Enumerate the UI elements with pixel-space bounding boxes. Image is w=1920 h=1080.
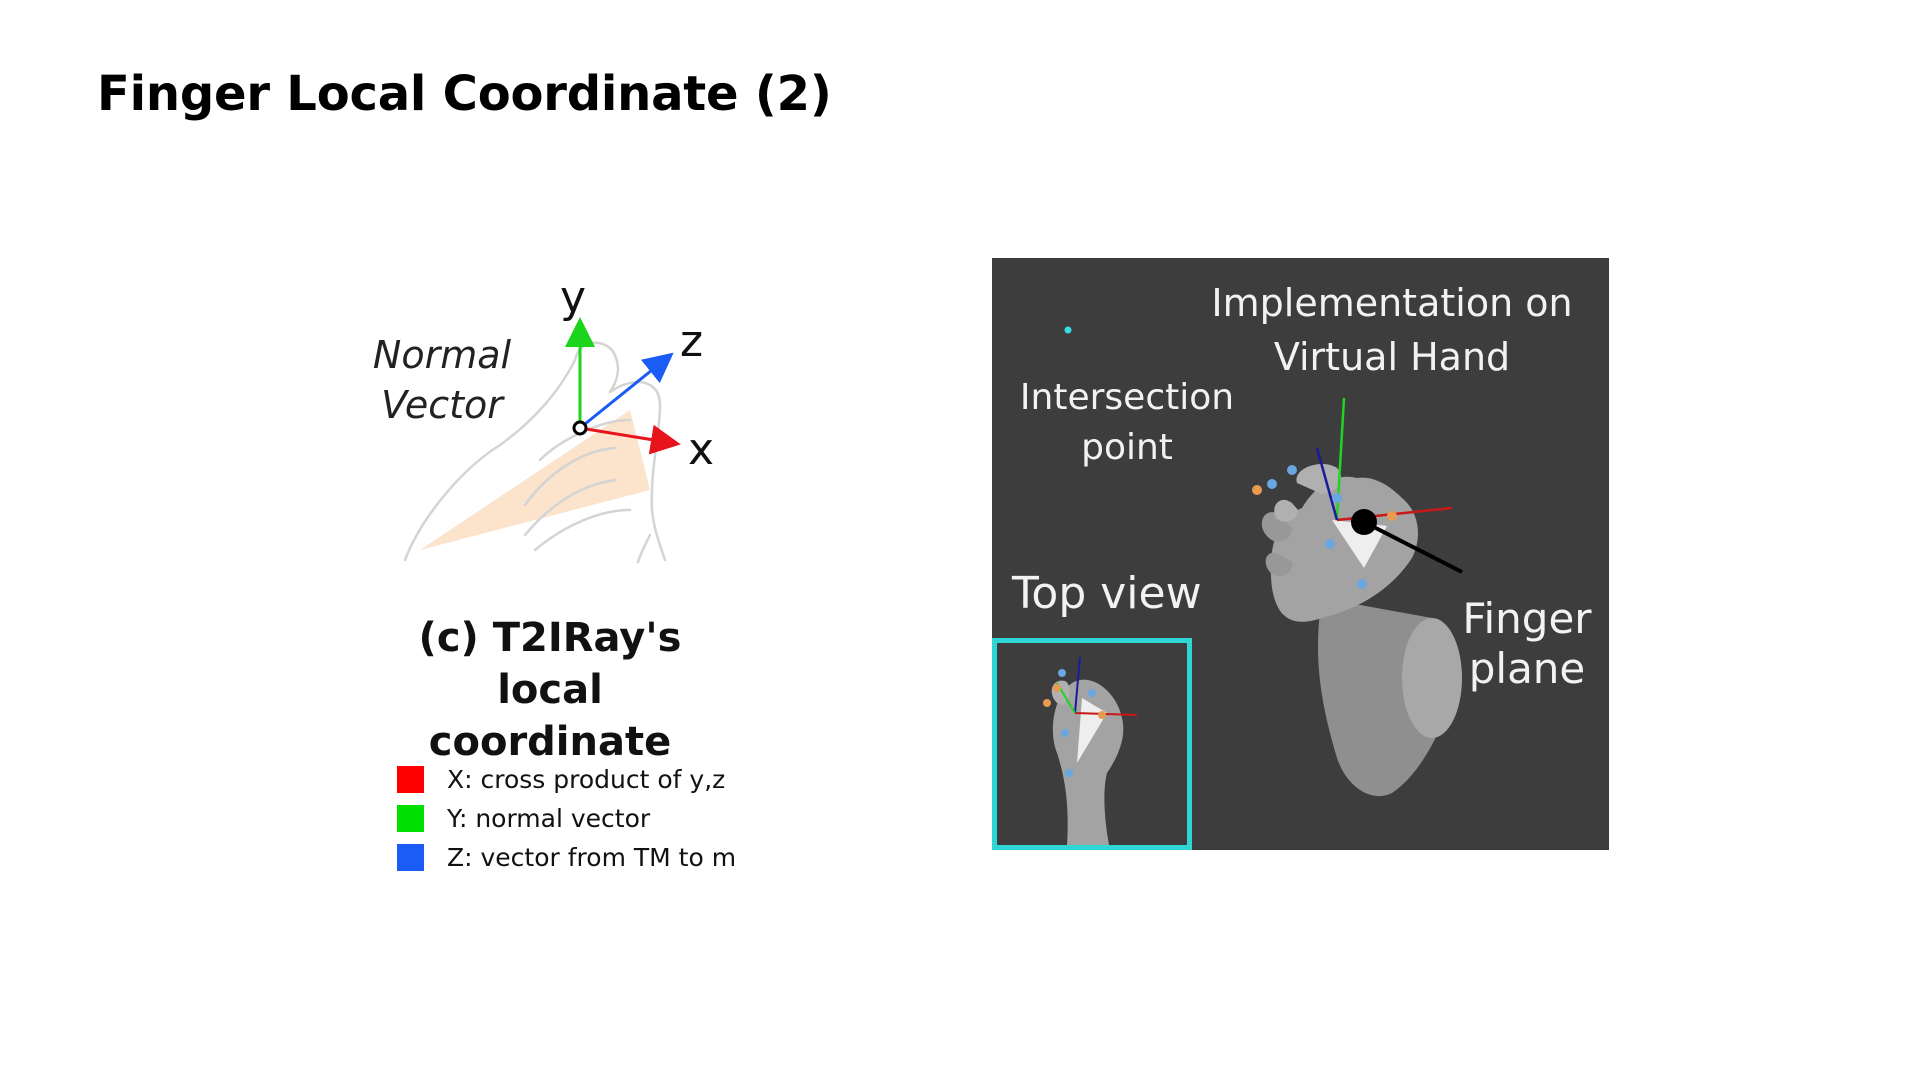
implementation-title-line2: Virtual Hand (1273, 335, 1511, 379)
finger-plane-pointer (1363, 520, 1463, 574)
diagram-caption: (c) T2IRay's local coordinate (360, 612, 740, 768)
axis-label-z: z (680, 316, 704, 367)
finger-plane-label-line1: Finger (1462, 594, 1592, 643)
normal-vector-label: Normal Vector (362, 330, 522, 430)
finger-plane-dot (1351, 509, 1377, 535)
legend-swatch-z (397, 844, 424, 871)
virtual-hand-render (1064, 326, 1463, 797)
render-z-axis (1315, 447, 1339, 521)
finger-plane-shape (420, 410, 650, 550)
intersection-label-line2: point (1081, 427, 1173, 468)
legend-item-y: Y: normal vector (397, 799, 736, 838)
intersection-point-label: Intersection point (1012, 373, 1242, 473)
z-axis-arrow (579, 352, 674, 430)
legend-swatch-y (397, 805, 424, 832)
coordinate-diagram (403, 317, 681, 564)
normal-vector-label-line1: Normal (372, 333, 512, 377)
implementation-title: Implementation on Virtual Hand (1197, 276, 1587, 384)
axis-legend: X: cross product of y,z Y: normal vector… (397, 760, 736, 877)
legend-item-z: Z: vector from TM to m (397, 838, 736, 877)
axis-label-y: y (560, 272, 587, 323)
caption-line2: coordinate (428, 719, 672, 765)
legend-text-x: X: cross product of y,z (447, 765, 726, 794)
top-view-render (1043, 656, 1138, 845)
hand-shape (1270, 476, 1418, 622)
legend-text-z: Z: vector from TM to m (447, 843, 737, 872)
forearm-cut (1402, 618, 1462, 738)
finger-plane-triangle (1332, 520, 1387, 568)
implementation-title-line1: Implementation on (1211, 281, 1573, 325)
x-axis-arrow (579, 424, 681, 455)
axis-label-x: x (688, 424, 715, 475)
top-view-inset (992, 638, 1192, 850)
legend-item-x: X: cross product of y,z (397, 760, 736, 799)
legend-swatch-x (397, 766, 424, 793)
caption-line1: (c) T2IRay's local (418, 615, 682, 713)
intersection-point-marker (1064, 326, 1072, 334)
normal-vector-label-line2: Vector (381, 383, 503, 427)
finger-plane-label-line2: plane (1468, 644, 1586, 693)
origin-point (572, 420, 588, 436)
virtual-hand-panel: Implementation on Virtual Hand Intersect… (992, 258, 1609, 850)
legend-text-y: Y: normal vector (447, 804, 651, 833)
slide-title: Finger Local Coordinate (2) (97, 66, 832, 122)
finger-plane-label: Finger plane (1452, 594, 1602, 694)
top-view-label: Top view (1012, 568, 1202, 619)
intersection-label-line1: Intersection (1019, 377, 1235, 418)
